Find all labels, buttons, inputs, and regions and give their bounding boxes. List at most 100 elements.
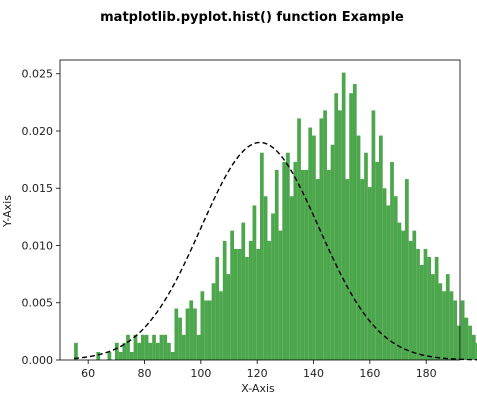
x-tick-label: 160 — [359, 367, 380, 380]
histogram-bar — [196, 334, 201, 360]
y-tick-label: 0.010 — [22, 239, 54, 252]
x-axis-label: X-Axis — [241, 382, 275, 395]
histogram-bar — [233, 248, 238, 360]
histogram-bar — [449, 291, 454, 360]
y-axis-ticks: 0.000 0.005 0.010 0.015 0.020 0.025 — [22, 68, 60, 367]
histogram-bar — [341, 72, 346, 360]
plot-frame — [59, 59, 461, 361]
histogram-bar — [193, 308, 197, 360]
histogram-bar — [155, 342, 160, 360]
histogram-bar — [397, 222, 402, 360]
histogram-bar — [185, 308, 190, 360]
histogram-bar — [408, 240, 413, 360]
histogram-bar — [464, 317, 469, 360]
histogram-bar — [189, 300, 194, 360]
histogram-bar — [260, 152, 264, 360]
histogram-bar — [460, 300, 465, 360]
histogram-bar — [468, 325, 472, 360]
histogram-bar — [144, 334, 149, 360]
histogram-bar — [114, 342, 119, 360]
x-axis-ticks: 60 80 100 120 140 160 180 — [81, 360, 437, 380]
histogram-bar — [308, 127, 313, 360]
histogram-bar — [386, 205, 391, 360]
histogram-bar — [475, 342, 477, 360]
histogram-bar — [222, 240, 227, 360]
y-tick-label: 0.020 — [22, 125, 54, 138]
histogram-bar — [382, 188, 387, 360]
histogram-bar — [174, 308, 179, 360]
histogram-bar — [345, 179, 350, 360]
histogram-bar — [434, 256, 439, 360]
histogram-bar — [148, 342, 153, 360]
histogram-bar — [423, 248, 428, 360]
histogram-bar — [453, 300, 458, 360]
y-tick-label: 0.025 — [22, 68, 54, 81]
histogram-bar — [378, 135, 383, 360]
histogram-bar — [349, 93, 353, 360]
histogram-bar — [141, 334, 145, 360]
histogram-bar — [390, 161, 394, 360]
histogram-bar — [274, 169, 279, 360]
histogram-bar — [181, 334, 186, 360]
histogram-bar — [334, 93, 339, 360]
histogram-bar — [300, 169, 305, 360]
y-axis-label: Y-Axis — [1, 195, 14, 228]
histogram-bar — [152, 334, 156, 360]
histogram-bar — [401, 230, 406, 360]
histogram-bar — [326, 169, 331, 360]
chart-title: matplotlib.pyplot.hist() function Exampl… — [100, 10, 404, 25]
histogram-bar — [304, 169, 309, 360]
histogram-bar — [248, 240, 253, 360]
histogram-bar — [286, 152, 290, 360]
y-tick-label: 0.000 — [22, 354, 54, 367]
histogram-bar — [159, 334, 164, 360]
histogram-bar — [204, 300, 208, 360]
histogram-bar — [241, 222, 246, 360]
histogram-bar — [438, 283, 443, 360]
histogram-bar — [137, 342, 142, 360]
histogram-bar — [393, 196, 398, 360]
histogram-bar — [133, 334, 138, 360]
histogram-bar — [471, 334, 476, 360]
histogram-bar — [412, 230, 417, 360]
histogram-bar — [230, 230, 234, 360]
histogram-bar — [252, 205, 257, 360]
histogram-bar — [297, 118, 301, 361]
histogram-bar — [338, 110, 342, 360]
x-tick-label: 140 — [303, 367, 324, 380]
histogram-bar — [282, 161, 287, 360]
x-tick-label: 100 — [190, 367, 211, 380]
histogram-bar — [215, 256, 220, 360]
histogram-bars — [74, 72, 477, 361]
histogram-bar — [118, 351, 123, 360]
y-tick-label: 0.015 — [22, 182, 54, 195]
histogram-bar — [74, 342, 78, 360]
histogram-bar — [96, 351, 101, 360]
histogram-bar — [219, 291, 223, 360]
x-tick-label: 120 — [247, 367, 268, 380]
histogram-bar — [207, 300, 212, 360]
histogram-bar — [431, 274, 435, 360]
histogram-bar — [360, 179, 365, 360]
histogram-bar — [163, 334, 168, 360]
histogram-bar — [278, 230, 283, 360]
histogram-bar — [122, 342, 127, 360]
histogram-bar — [442, 291, 446, 360]
histogram-bar — [315, 179, 320, 360]
histogram-bar — [367, 187, 372, 360]
histogram-bar — [416, 248, 420, 360]
histogram-bar — [289, 196, 294, 360]
histogram-bar — [364, 152, 368, 360]
histogram-bar — [375, 161, 379, 360]
histogram-bar — [271, 213, 275, 360]
histogram-bar — [267, 240, 272, 360]
histogram-bar — [211, 283, 216, 360]
x-tick-label: 60 — [81, 367, 95, 380]
histogram-bar — [167, 342, 171, 360]
y-tick-label: 0.005 — [22, 297, 54, 310]
histogram-bar — [323, 110, 327, 360]
histogram-bar — [178, 317, 182, 360]
histogram-bar — [226, 274, 231, 360]
histogram-bar — [427, 256, 432, 360]
